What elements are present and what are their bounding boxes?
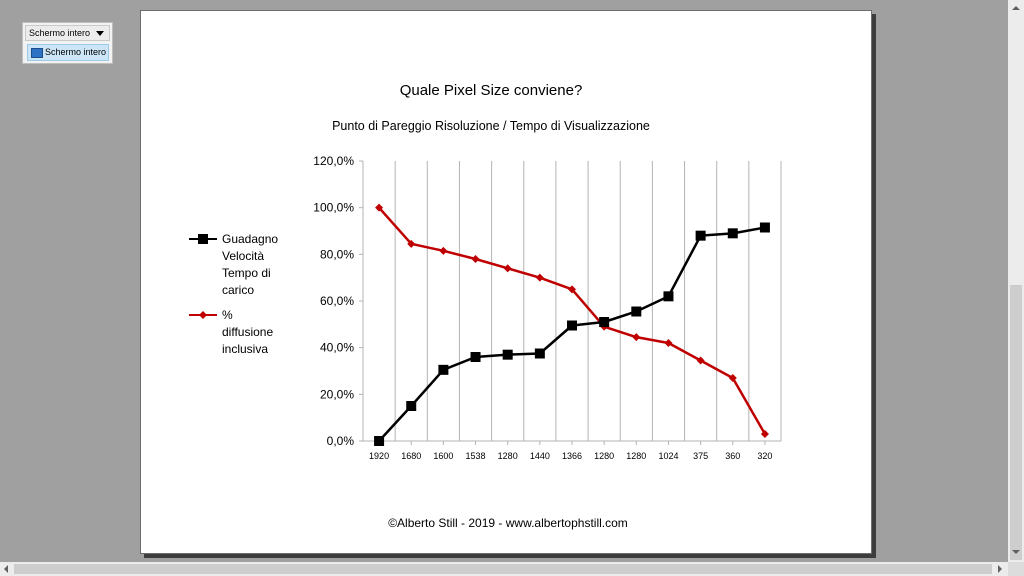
data-point: [503, 264, 512, 273]
x-tick-label: 320: [757, 451, 772, 461]
series-line: [378, 226, 766, 442]
chart-axes: [362, 161, 781, 442]
view-mode-panel: Schermo intero Schermo intero: [22, 22, 113, 64]
y-tick-label: 0,0%: [327, 434, 355, 448]
data-point: [535, 273, 544, 282]
chart-footer: ©Alberto Still - 2019 - www.albertophsti…: [388, 516, 628, 530]
scroll-right-icon[interactable]: [998, 565, 1002, 573]
series-1: [375, 203, 769, 438]
view-mode-select-value: Schermo intero: [29, 28, 91, 38]
data-point: [374, 436, 385, 446]
chart-legend: Guadagno Velocità Tempo di carico% diffusion…: [189, 232, 278, 356]
series-0: [374, 222, 770, 446]
x-tick-label: 1366: [562, 451, 582, 461]
data-point: [631, 306, 642, 317]
x-tick-label: 1440: [530, 451, 550, 461]
data-point: [727, 228, 738, 239]
x-tick-label: 1920: [369, 451, 389, 461]
monitor-icon: [31, 48, 43, 58]
legend-label: %: [222, 308, 233, 322]
data-point: [439, 246, 448, 255]
chart-grid: [362, 161, 782, 441]
x-tick-label: 1024: [658, 451, 678, 461]
data-point: [695, 230, 706, 241]
data-point: [470, 352, 481, 362]
x-tick-label: 1280: [594, 451, 614, 461]
x-axis-ticks: 1920 1680 1600 1538 1280 1440 1366 1280 1280 1024…: [369, 441, 772, 461]
scrollbar-corner: [1008, 562, 1024, 576]
y-tick-label: 60,0%: [320, 294, 354, 308]
y-tick-label: 40,0%: [320, 341, 354, 355]
x-tick-label: 375: [693, 451, 708, 461]
chart: Quale Pixel Size conviene? Punto di Pare…: [189, 82, 782, 530]
data-point: [534, 348, 545, 359]
y-tick-label: 20,0%: [320, 387, 354, 401]
data-point: [599, 317, 610, 327]
document-page: Quale Pixel Size conviene? Punto di Pare…: [140, 10, 872, 554]
legend-marker: [199, 311, 207, 319]
data-point: [664, 339, 673, 347]
chevron-down-icon[interactable]: [96, 31, 104, 36]
data-point: [632, 333, 641, 342]
legend-marker: [198, 234, 208, 244]
legend-label: Guadagno: [222, 232, 278, 246]
data-point: [471, 255, 480, 263]
y-tick-label: 100,0%: [313, 201, 354, 215]
data-point: [663, 291, 674, 302]
scroll-down-icon[interactable]: [1012, 550, 1020, 554]
x-tick-label: 1600: [433, 451, 453, 461]
x-tick-label: 360: [725, 451, 740, 461]
vertical-scroll-thumb[interactable]: [1010, 285, 1022, 560]
x-tick-label: 1538: [466, 451, 486, 461]
data-point: [696, 356, 705, 365]
data-point: [728, 374, 737, 382]
horizontal-scrollbar[interactable]: [0, 562, 1008, 576]
chart-subtitle: Punto di Pareggio Risoluzione / Tempo di…: [332, 119, 650, 133]
chart-series: [374, 203, 770, 446]
data-point: [567, 320, 577, 331]
data-point: [407, 239, 416, 248]
legend-label: diffusione: [222, 325, 273, 339]
legend-label: Tempo di: [222, 266, 271, 280]
legend-label: carico: [222, 283, 254, 297]
legend-label: inclusiva: [222, 342, 268, 356]
legend-label: Velocità: [222, 249, 264, 263]
fullscreen-option[interactable]: Schermo intero: [27, 44, 109, 61]
x-tick-label: 1680: [401, 451, 421, 461]
y-axis-ticks: 0,0% 20,0% 40,0% 60,0% 80,0% 100,0% 120,0%: [313, 154, 363, 448]
vertical-scrollbar[interactable]: [1008, 0, 1024, 562]
scroll-left-icon[interactable]: [4, 565, 8, 573]
data-point: [375, 203, 384, 212]
y-tick-label: 120,0%: [313, 154, 354, 168]
data-point: [438, 364, 449, 375]
y-tick-label: 80,0%: [320, 247, 354, 261]
fullscreen-option-label: Schermo intero: [45, 47, 107, 57]
chart-title: Quale Pixel Size conviene?: [400, 82, 583, 99]
data-point: [759, 222, 770, 233]
data-point: [502, 349, 513, 360]
x-tick-label: 1280: [626, 451, 646, 461]
x-tick-label: 1280: [498, 451, 518, 461]
data-point: [568, 285, 576, 294]
scroll-up-icon[interactable]: [1012, 6, 1020, 10]
view-mode-select[interactable]: Schermo intero: [25, 25, 110, 41]
horizontal-scroll-thumb[interactable]: [14, 564, 992, 574]
data-point: [406, 401, 417, 411]
data-point: [760, 430, 769, 438]
